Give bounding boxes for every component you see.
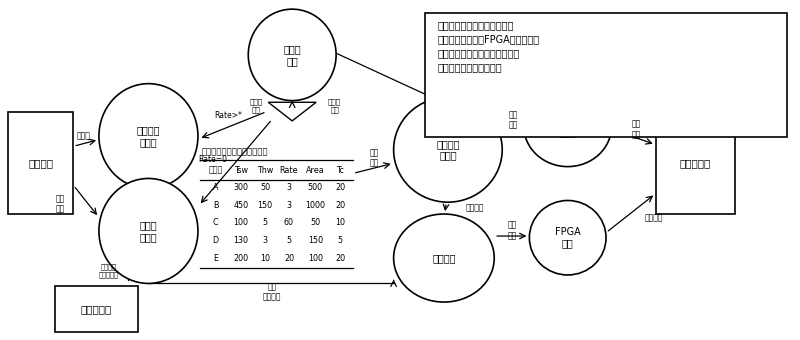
Text: 发现新
软硬: 发现新 软硬	[328, 99, 341, 113]
Text: 运程
结果: 运程 结果	[632, 120, 641, 139]
Text: 软件
执行: 软件 执行	[509, 110, 518, 130]
Text: 函数名: 函数名	[208, 166, 222, 174]
Ellipse shape	[99, 84, 198, 189]
Text: 流向
函数信息: 流向 函数信息	[263, 282, 282, 302]
Text: 20: 20	[335, 201, 345, 210]
Text: 50: 50	[260, 183, 270, 192]
Text: 处理结果: 处理结果	[644, 213, 663, 222]
Text: Rate>*: Rate>*	[214, 111, 242, 120]
Text: 5: 5	[338, 236, 342, 245]
Text: 函数
信息: 函数 信息	[56, 194, 66, 214]
Text: 5: 5	[286, 236, 291, 245]
Text: 发生新
请求: 发生新 请求	[250, 99, 263, 113]
Text: 查询硬件
函数表: 查询硬件 函数表	[137, 125, 160, 147]
Text: 150: 150	[308, 236, 323, 245]
Text: E: E	[213, 254, 218, 262]
Ellipse shape	[394, 97, 502, 202]
Text: Area: Area	[306, 166, 325, 174]
Text: 返程函数
属性、时间: 返程函数 属性、时间	[99, 264, 119, 278]
Text: B: B	[213, 201, 218, 210]
Text: 5: 5	[262, 218, 267, 227]
Text: 硬件
执行: 硬件 执行	[507, 221, 517, 240]
Bar	[54, 286, 138, 332]
Text: 20: 20	[335, 183, 345, 192]
Bar	[8, 113, 74, 214]
Text: Rate: Rate	[280, 166, 298, 174]
Text: 应用程序: 应用程序	[28, 158, 53, 168]
Text: 硬件函数库: 硬件函数库	[81, 304, 112, 314]
Text: 3: 3	[262, 236, 267, 245]
Ellipse shape	[530, 201, 606, 275]
Text: Tc: Tc	[336, 166, 344, 174]
Text: 软硬件
划分: 软硬件 划分	[283, 44, 301, 66]
Text: 20: 20	[284, 254, 294, 262]
Text: 10: 10	[260, 254, 270, 262]
Text: 算法从表中读取相应的参数，
并且计算出映射到FPGA的方法集。
算法以线程或进程的方式实现，
在固定的时间间隔内运行: 算法从表中读取相应的参数， 并且计算出映射到FPGA的方法集。 算法以线程或进程…	[438, 20, 540, 72]
Text: 60: 60	[284, 218, 294, 227]
Text: 3: 3	[286, 201, 291, 210]
Text: 数据存储区: 数据存储区	[680, 158, 711, 168]
Text: 300: 300	[234, 183, 249, 192]
Text: 查询
记录: 查询 记录	[370, 149, 379, 168]
Text: 450: 450	[234, 201, 249, 210]
Ellipse shape	[248, 9, 336, 101]
Text: A: A	[213, 183, 218, 192]
Text: Rate=0: Rate=0	[198, 155, 227, 164]
Text: 执行软
件代码: 执行软 件代码	[559, 115, 577, 137]
Text: 100: 100	[308, 254, 323, 262]
Bar	[655, 113, 735, 214]
Text: D: D	[213, 236, 218, 245]
FancyBboxPatch shape	[425, 13, 786, 137]
Ellipse shape	[524, 85, 612, 167]
Text: 20: 20	[335, 254, 345, 262]
Text: 1000: 1000	[306, 201, 326, 210]
Text: 动态重构: 动态重构	[432, 253, 456, 263]
Text: 500: 500	[308, 183, 323, 192]
Text: 函数名: 函数名	[77, 131, 90, 140]
Text: 软硬件动
态链接: 软硬件动 态链接	[436, 139, 460, 160]
Text: 130: 130	[234, 236, 249, 245]
Text: FPGA
执行: FPGA 执行	[555, 227, 581, 249]
Text: C: C	[213, 218, 218, 227]
Text: 100: 100	[234, 218, 249, 227]
Text: 3: 3	[286, 183, 291, 192]
Text: Thw: Thw	[257, 166, 273, 174]
Ellipse shape	[99, 178, 198, 284]
Text: 200: 200	[234, 254, 249, 262]
Text: 150: 150	[258, 201, 273, 210]
Text: 50: 50	[310, 218, 321, 227]
Text: 插入新
的记录: 插入新 的记录	[140, 220, 158, 242]
Text: Tsw: Tsw	[234, 166, 248, 174]
Text: 10: 10	[335, 218, 345, 227]
Ellipse shape	[394, 214, 494, 302]
Text: 软硬件函数运行时间信息表：: 软硬件函数运行时间信息表：	[202, 148, 269, 157]
Text: 硬件执行: 硬件执行	[466, 203, 484, 212]
